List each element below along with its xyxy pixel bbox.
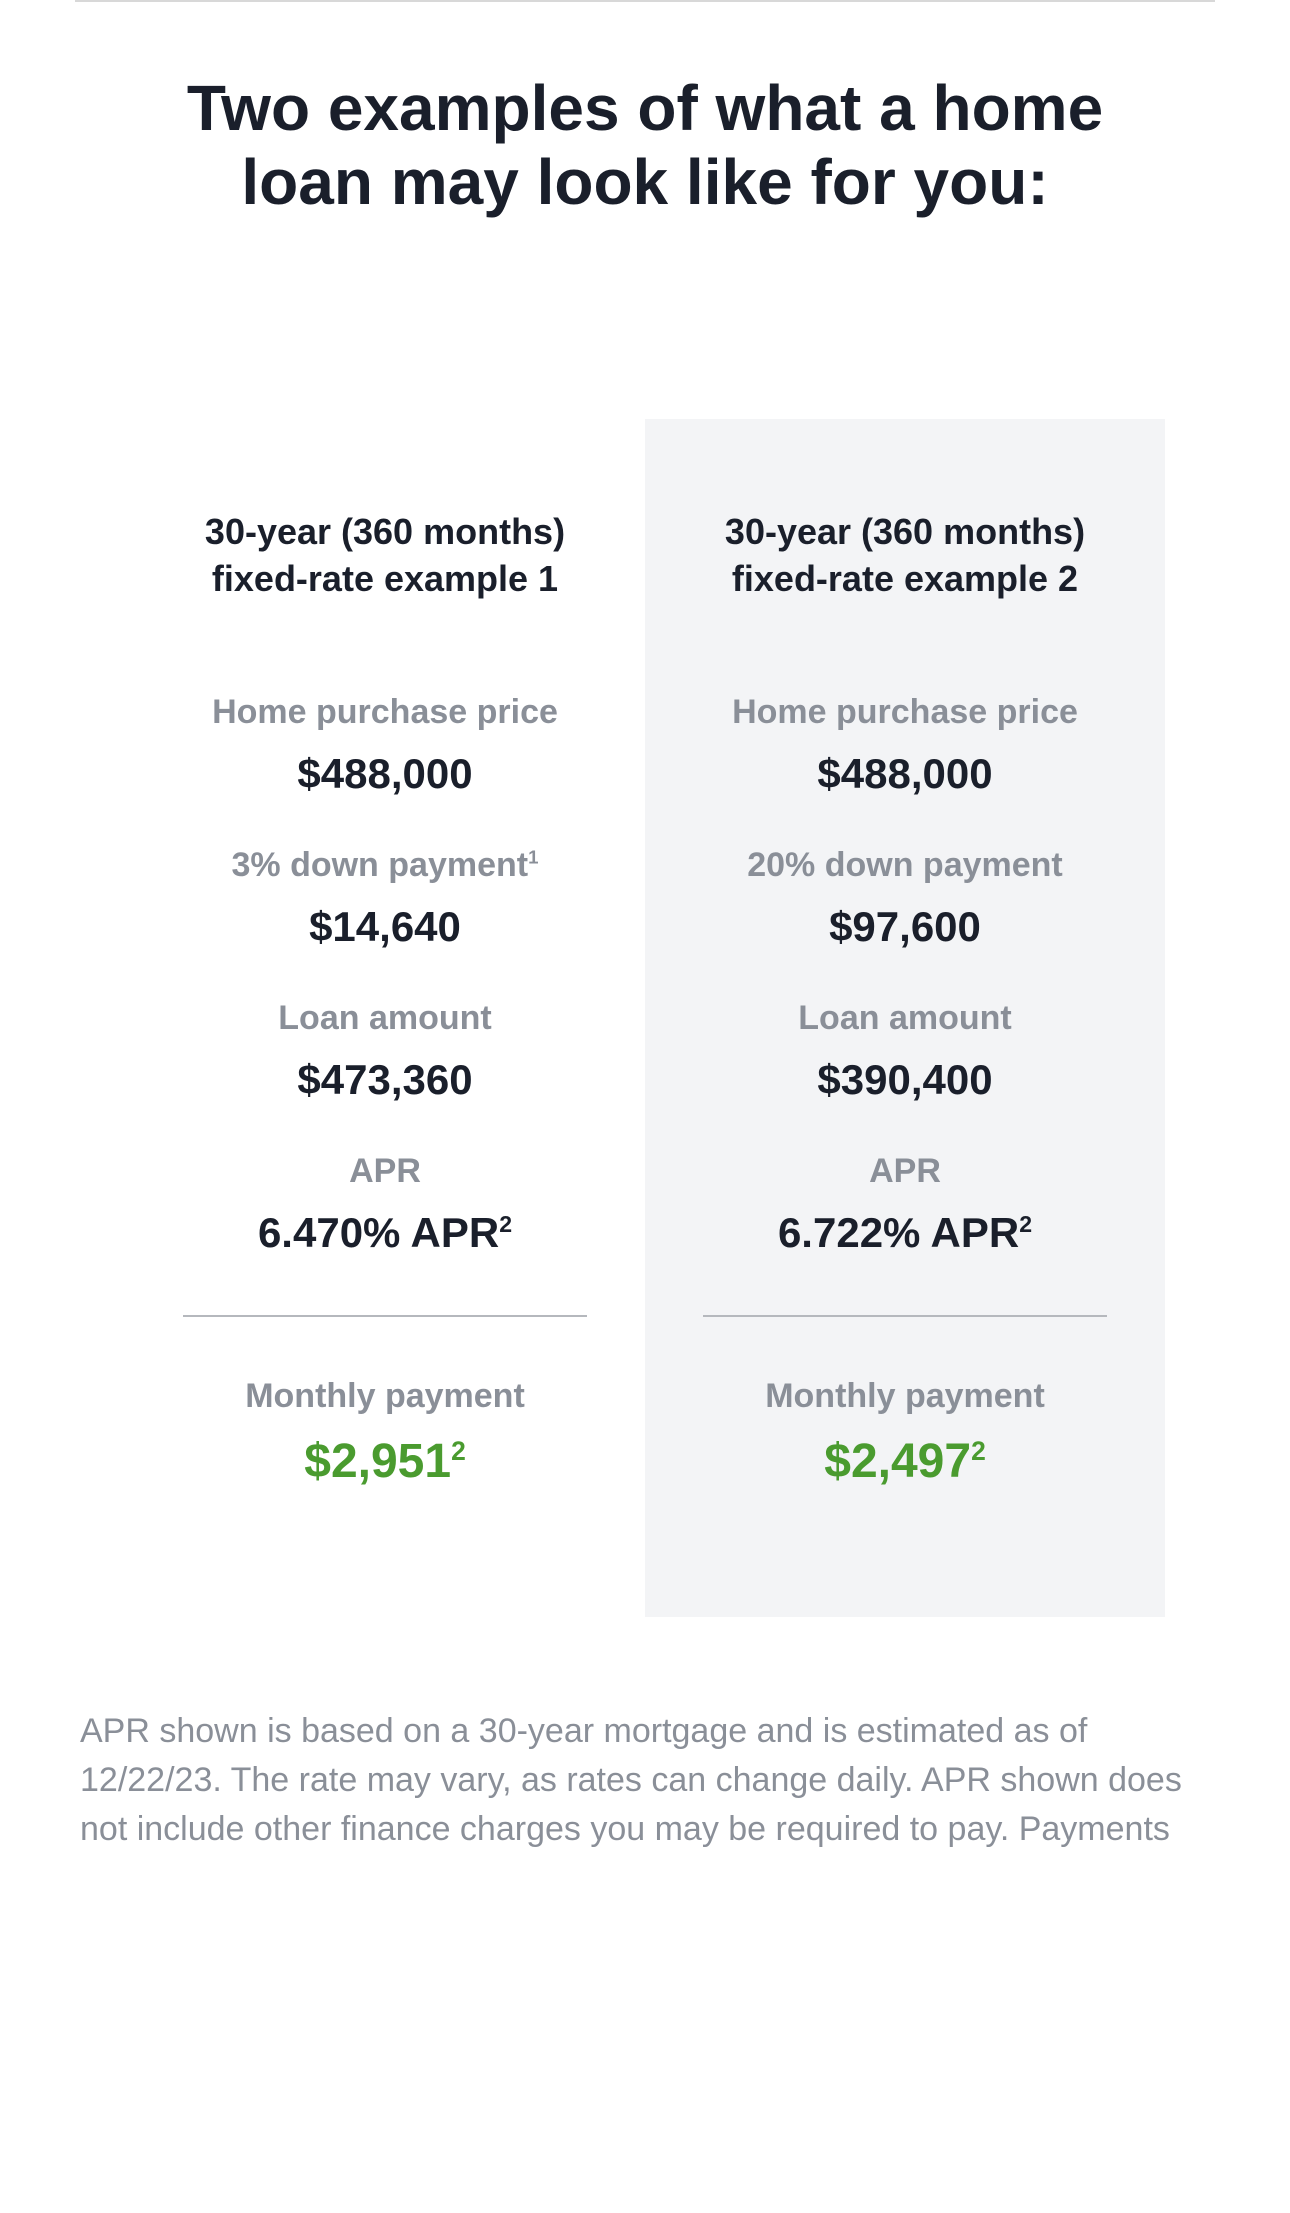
data-row: 3% down payment1 $14,640 (155, 846, 615, 951)
top-divider (75, 0, 1215, 2)
row-label: APR (675, 1152, 1135, 1191)
row-label: Home purchase price (675, 693, 1135, 732)
row-value: $390,400 (675, 1056, 1135, 1104)
data-row: APR 6.722% APR2 (675, 1152, 1135, 1257)
footnote-sup: 2 (971, 1436, 986, 1466)
footnote-sup: 2 (499, 1211, 512, 1237)
card-title: 30-year (360 months) fixed-rate example … (705, 509, 1105, 603)
card-divider (183, 1315, 588, 1317)
data-row: Loan amount $390,400 (675, 999, 1135, 1104)
data-row: Monthly payment $2,4972 (675, 1377, 1135, 1489)
page-heading: Two examples of what a home loan may loo… (155, 72, 1135, 219)
row-value: $488,000 (155, 750, 615, 798)
data-row: Monthly payment $2,9512 (155, 1377, 615, 1489)
row-value: $488,000 (675, 750, 1135, 798)
row-value: $14,640 (155, 903, 615, 951)
row-value: $2,4972 (675, 1434, 1135, 1489)
data-row: 20% down payment $97,600 (675, 846, 1135, 951)
row-label: Loan amount (675, 999, 1135, 1038)
data-row: Home purchase price $488,000 (675, 693, 1135, 798)
data-row: Loan amount $473,360 (155, 999, 615, 1104)
card-divider (703, 1315, 1108, 1317)
comparison-cards: 30-year (360 months) fixed-rate example … (75, 419, 1215, 1617)
row-label: Monthly payment (675, 1377, 1135, 1416)
row-value: 6.722% APR2 (675, 1209, 1135, 1257)
row-value: $473,360 (155, 1056, 615, 1104)
disclaimer-text: APR shown is based on a 30-year mortgage… (75, 1707, 1215, 1855)
footnote-sup: 2 (1019, 1211, 1032, 1237)
row-label: 3% down payment1 (155, 846, 615, 885)
row-label: Monthly payment (155, 1377, 615, 1416)
row-label: Loan amount (155, 999, 615, 1038)
row-label: 20% down payment (675, 846, 1135, 885)
data-row: Home purchase price $488,000 (155, 693, 615, 798)
card-title: 30-year (360 months) fixed-rate example … (185, 509, 585, 603)
footnote-sup: 1 (528, 846, 538, 867)
row-label: APR (155, 1152, 615, 1191)
data-row: APR 6.470% APR2 (155, 1152, 615, 1257)
row-value: $2,9512 (155, 1434, 615, 1489)
row-value: $97,600 (675, 903, 1135, 951)
loan-example-card: 30-year (360 months) fixed-rate example … (645, 419, 1165, 1617)
row-value: 6.470% APR2 (155, 1209, 615, 1257)
row-label: Home purchase price (155, 693, 615, 732)
footnote-sup: 2 (451, 1436, 466, 1466)
loan-example-card: 30-year (360 months) fixed-rate example … (125, 419, 645, 1617)
